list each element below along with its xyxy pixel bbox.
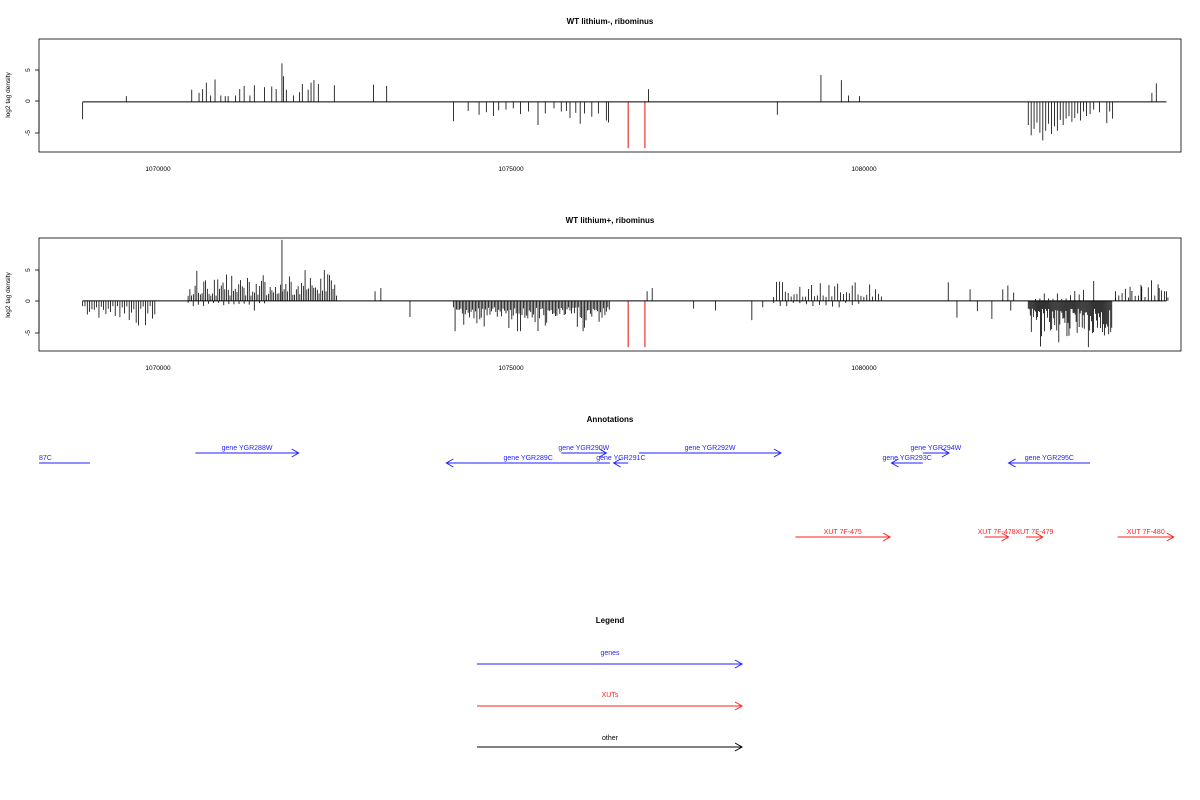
x-tick-label: 1080000: [851, 365, 877, 372]
legend-title: Legend: [596, 616, 625, 625]
arrow-left-icon: [445, 458, 454, 468]
density-panel-lithium-minus: WT lithium-, ribominus log2 tag density …: [5, 17, 1182, 173]
arrow-right-icon: [734, 742, 744, 752]
feature-label: gene YGR290W: [558, 445, 609, 452]
arrow-right-icon: [882, 532, 892, 542]
xut-feature: XUT 7F-475: [795, 529, 892, 542]
arrow-right-icon: [734, 701, 744, 711]
plot-frame: [38, 237, 1182, 352]
arrow-right-icon: [773, 448, 782, 458]
y-tick-label: -5: [25, 130, 32, 136]
y-tick-label: -5: [25, 330, 32, 336]
x-tick-label: 1075000: [498, 365, 524, 372]
x-axis: 1070000 1075000 1080000: [145, 365, 877, 372]
y-axis: 5 0 -5: [25, 68, 40, 136]
y-axis-label: log2 tag density: [5, 71, 12, 117]
legend-label: other: [602, 735, 619, 742]
arrow-right-icon: [291, 448, 300, 458]
gene-feature: gene YGR295C: [1007, 455, 1091, 468]
gene-feature: gene YGR294W: [910, 445, 962, 458]
arrow-right-icon: [1001, 532, 1010, 542]
y-tick-label: 0: [25, 299, 32, 303]
gene-feature: gene YGR293C: [882, 455, 932, 468]
arrow-right-icon: [1166, 532, 1175, 542]
arrow-right-icon: [734, 659, 744, 669]
feature-label: gene YGR288W: [222, 445, 273, 452]
feature-label: gene YGR293C: [882, 455, 931, 462]
y-tick-label: 5: [25, 68, 32, 72]
xut-features: XUT 7F-475 XUT 7F-478 XUT 7F-479 XUT 7F-480: [795, 529, 1175, 542]
feature-label: gene YGR291C: [596, 455, 645, 462]
gene-feature: gene YGR291C: [596, 455, 646, 468]
x-axis: 1070000 1075000 1080000: [145, 166, 877, 173]
feature-label: XUT 7F-478: [978, 529, 1016, 536]
arrow-right-icon: [941, 448, 950, 458]
gene-features: 87C gene YGR288W gene YGR289C gene YGR290W g…: [39, 445, 1091, 468]
y-tick-label: 5: [25, 268, 32, 272]
gene-feature: gene YGR289C: [445, 455, 610, 468]
arrow-right-icon: [599, 448, 608, 458]
annotations-track: Annotations 87C gene YGR288W gene YGR289C g…: [39, 415, 1175, 542]
feature-label: XUT 7F-475: [824, 529, 862, 536]
legend-label: XUTs: [602, 692, 619, 699]
y-axis: 5 0 -5: [25, 268, 40, 336]
gene-feature: gene YGR288W: [195, 445, 300, 458]
x-tick-label: 1070000: [145, 365, 171, 372]
legend: Legend genes XUTs other: [477, 616, 744, 752]
density-bars: [82, 63, 1157, 149]
arrow-left-icon: [890, 458, 899, 468]
legend-label: genes: [600, 650, 620, 657]
y-axis-label: log2 tag density: [5, 271, 12, 317]
legend-item-xuts: XUTs: [477, 692, 744, 711]
y-tick-label: 0: [25, 99, 32, 103]
xut-feature: XUT 7F-480: [1117, 529, 1175, 542]
arrow-right-icon: [1035, 532, 1044, 542]
feature-label: 87C: [39, 455, 52, 462]
feature-label: XUT 7F-480: [1127, 529, 1165, 536]
x-tick-label: 1080000: [851, 166, 877, 173]
feature-label: gene YGR294W: [910, 445, 961, 452]
panel-title: WT lithium-, ribominus: [567, 17, 654, 26]
feature-label: gene YGR295C: [1025, 455, 1074, 462]
panel-title: WT lithium+, ribominus: [566, 216, 655, 225]
density-bars: [82, 239, 1169, 348]
xut-feature: XUT 7F-479: [1015, 529, 1054, 542]
legend-item-other: other: [477, 735, 744, 752]
arrow-left-icon: [1007, 458, 1016, 468]
x-tick-label: 1070000: [145, 166, 171, 173]
legend-item-genes: genes: [477, 650, 744, 669]
gene-feature: gene YGR290W: [558, 445, 610, 458]
arrow-left-icon: [612, 458, 621, 468]
xut-feature: XUT 7F-478: [978, 529, 1016, 542]
annotations-title: Annotations: [587, 415, 634, 424]
feature-label: gene YGR289C: [504, 455, 553, 462]
density-panel-lithium-plus: WT lithium+, ribominus log2 tag density …: [5, 216, 1182, 372]
gene-feature: gene YGR292W: [639, 445, 782, 458]
x-tick-label: 1075000: [498, 166, 524, 173]
feature-label: XUT 7F-479: [1015, 529, 1053, 536]
feature-label: gene YGR292W: [685, 445, 736, 452]
gene-feature: 87C: [39, 455, 90, 464]
